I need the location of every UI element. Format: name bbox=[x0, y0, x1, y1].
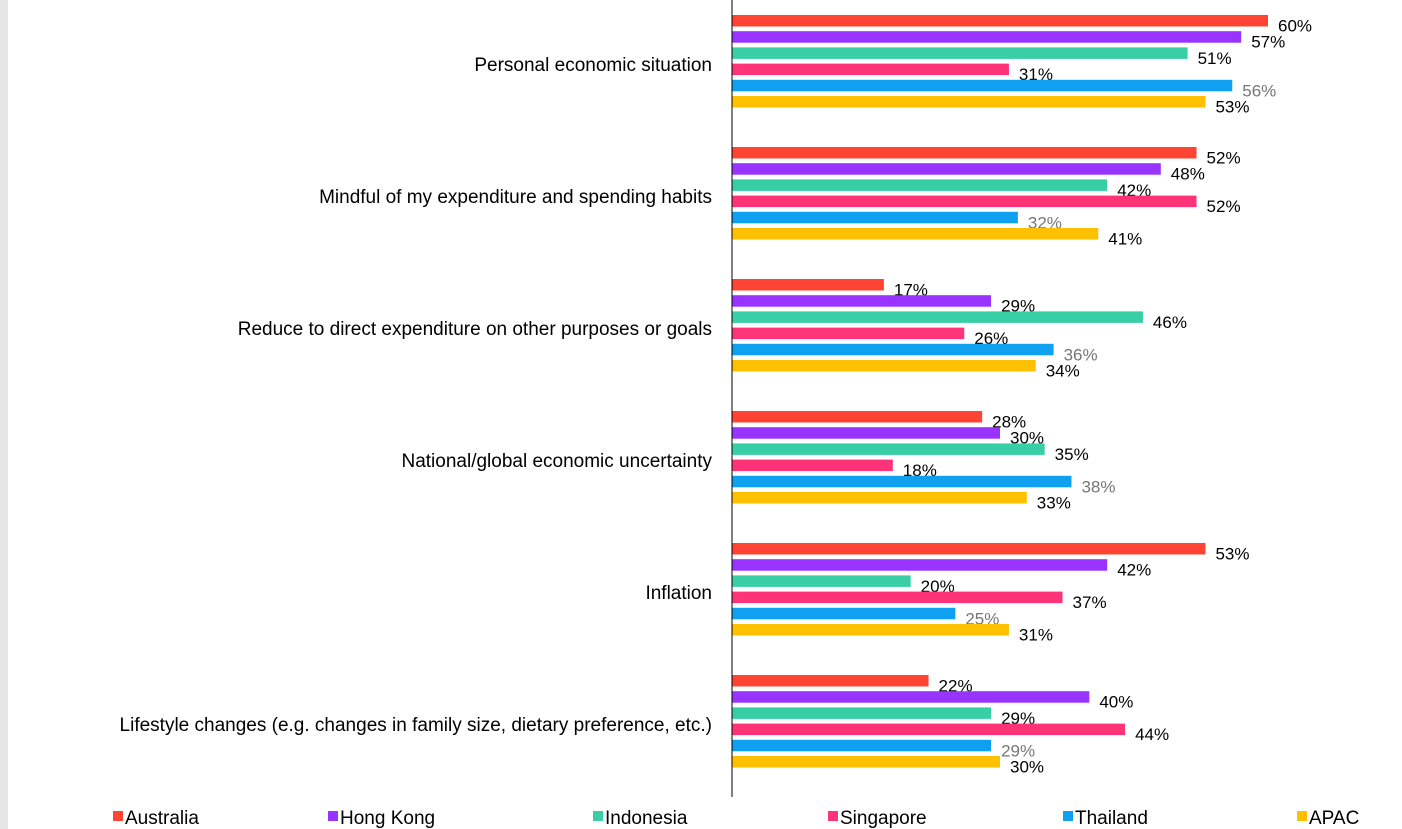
legend-swatch bbox=[593, 811, 603, 821]
bar bbox=[732, 31, 1242, 43]
bar bbox=[732, 96, 1206, 108]
category-label: Mindful of my expenditure and spending h… bbox=[7, 185, 712, 211]
legend-swatch bbox=[1297, 811, 1307, 821]
bar bbox=[732, 691, 1090, 703]
value-label: 29% bbox=[1001, 297, 1035, 316]
category-label: Inflation bbox=[7, 581, 712, 607]
value-label: 52% bbox=[1207, 197, 1241, 216]
bar bbox=[732, 591, 1063, 604]
category-text: Personal economic situation bbox=[474, 54, 712, 76]
legend-swatch bbox=[328, 811, 338, 821]
bar bbox=[732, 475, 1072, 488]
category-text: Inflation bbox=[645, 582, 712, 604]
value-label: 48% bbox=[1171, 165, 1205, 184]
legend-swatch bbox=[828, 811, 838, 821]
side-strip bbox=[0, 0, 8, 829]
bar bbox=[732, 459, 893, 472]
bar bbox=[732, 427, 1000, 439]
bar bbox=[732, 147, 1197, 159]
value-label: 44% bbox=[1135, 725, 1169, 744]
bar bbox=[732, 739, 992, 752]
value-label: 51% bbox=[1198, 49, 1232, 68]
category-text: Lifestyle changes (e.g. changes in famil… bbox=[119, 714, 712, 736]
value-label: 18% bbox=[903, 461, 937, 480]
legend-label: APAC bbox=[1309, 808, 1359, 829]
value-label: 53% bbox=[1215, 98, 1249, 117]
bar bbox=[732, 543, 1206, 555]
bar bbox=[732, 443, 1045, 455]
value-label: 26% bbox=[974, 329, 1008, 348]
bar bbox=[732, 492, 1027, 504]
bar bbox=[732, 79, 1233, 92]
value-label: 38% bbox=[1081, 477, 1115, 496]
bar bbox=[732, 756, 1000, 768]
value-label: 35% bbox=[1055, 445, 1089, 464]
value-label: 42% bbox=[1117, 561, 1151, 580]
bar bbox=[732, 343, 1054, 356]
value-label: 25% bbox=[965, 609, 999, 628]
category-text: National/global economic uncertainty bbox=[401, 450, 712, 472]
value-label: 42% bbox=[1117, 181, 1151, 200]
legend-label: Hong Kong bbox=[340, 808, 435, 829]
value-label: 36% bbox=[1064, 345, 1098, 364]
bar bbox=[732, 411, 983, 423]
category-text: Reduce to direct expenditure on other pu… bbox=[237, 318, 712, 340]
bar bbox=[732, 228, 1099, 240]
legend-label: Indonesia bbox=[605, 808, 688, 829]
category-label: National/global economic uncertainty bbox=[7, 449, 712, 475]
value-label: 41% bbox=[1108, 230, 1142, 249]
category-label: Personal economic situation bbox=[7, 53, 712, 79]
bar bbox=[732, 15, 1268, 27]
bar bbox=[732, 559, 1108, 571]
legend-label: Thailand bbox=[1075, 808, 1148, 829]
bar bbox=[732, 575, 911, 587]
value-label: 28% bbox=[992, 413, 1026, 432]
value-label: 20% bbox=[921, 577, 955, 596]
bar bbox=[732, 707, 992, 719]
bar bbox=[732, 723, 1126, 736]
value-label: 46% bbox=[1153, 313, 1187, 332]
value-label: 31% bbox=[1019, 65, 1053, 84]
bar bbox=[732, 195, 1197, 208]
bar bbox=[732, 47, 1188, 59]
value-label: 30% bbox=[1010, 758, 1044, 777]
legend-label: Singapore bbox=[840, 808, 927, 829]
value-label: 31% bbox=[1019, 626, 1053, 645]
bar bbox=[732, 211, 1018, 224]
value-label: 37% bbox=[1073, 593, 1107, 612]
bar bbox=[732, 327, 965, 340]
bar bbox=[732, 63, 1009, 76]
category-label: Reduce to direct expenditure on other pu… bbox=[7, 317, 712, 343]
value-label: 40% bbox=[1099, 693, 1133, 712]
value-label: 29% bbox=[1001, 709, 1035, 728]
value-label: 29% bbox=[1001, 741, 1035, 760]
legend-swatch bbox=[1063, 811, 1073, 821]
bar bbox=[732, 675, 929, 687]
value-label: 52% bbox=[1207, 149, 1241, 168]
bar bbox=[732, 295, 992, 307]
value-label: 60% bbox=[1278, 17, 1312, 36]
value-label: 32% bbox=[1028, 213, 1062, 232]
bar bbox=[732, 163, 1161, 175]
value-label: 56% bbox=[1242, 81, 1276, 100]
bar bbox=[732, 311, 1143, 323]
bar bbox=[732, 360, 1036, 372]
value-label: 17% bbox=[894, 281, 928, 300]
bar bbox=[732, 607, 956, 620]
value-label: 53% bbox=[1215, 545, 1249, 564]
value-label: 33% bbox=[1037, 494, 1071, 513]
bar bbox=[732, 279, 884, 291]
value-label: 34% bbox=[1046, 362, 1080, 381]
legend-label: Australia bbox=[125, 808, 199, 829]
bar bbox=[732, 624, 1009, 636]
category-label: Lifestyle changes (e.g. changes in famil… bbox=[7, 713, 712, 739]
value-label: 57% bbox=[1251, 33, 1285, 52]
bar bbox=[732, 179, 1108, 191]
legend-swatch bbox=[113, 811, 123, 821]
category-text: Mindful of my expenditure and spending h… bbox=[319, 186, 712, 208]
value-label: 22% bbox=[939, 677, 973, 696]
value-label: 30% bbox=[1010, 429, 1044, 448]
